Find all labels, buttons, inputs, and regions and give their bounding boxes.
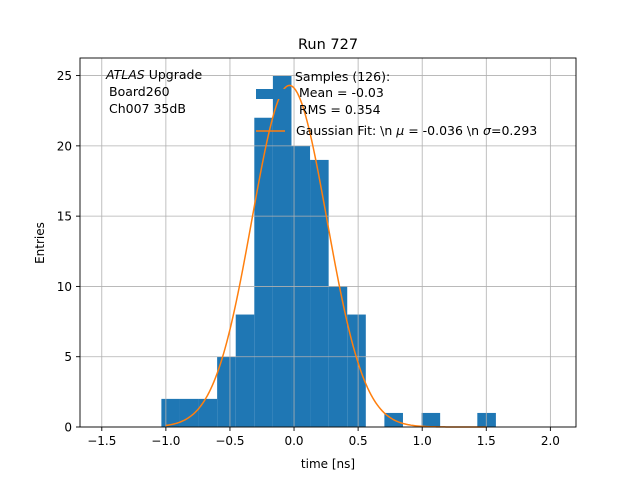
x-tick-label-2: −0.5 — [215, 434, 244, 448]
x-tick-label-4: 0.5 — [349, 434, 368, 448]
y-tick-label-4: 20 — [57, 139, 72, 153]
annotation-board: Board260 — [109, 84, 170, 99]
annotation-atlas-line: ATLAS Upgrade — [105, 67, 202, 82]
y-tick-label-2: 10 — [57, 280, 72, 294]
legend-hist-line-2: Mean = -0.03 — [299, 85, 384, 100]
x-tick-label-5: 1.0 — [413, 434, 432, 448]
histogram-bar-8 — [310, 159, 329, 427]
y-tick-label-5: 25 — [57, 69, 72, 83]
legend-hist-line-1: Samples (126): — [295, 69, 390, 84]
y-tick-label-1: 5 — [64, 350, 72, 364]
x-tick-label-7: 2.0 — [541, 434, 560, 448]
histogram-bar-2 — [198, 398, 218, 427]
x-axis-label: time [ns] — [301, 457, 355, 471]
legend-fit-mu: μ — [395, 123, 404, 138]
annotation-channel: Ch007 35dB — [109, 101, 186, 116]
x-tick-label-1: −1.0 — [151, 434, 180, 448]
annotation-upgrade: Upgrade — [145, 67, 203, 82]
histogram-bar-6 — [272, 75, 292, 428]
y-tick-label-3: 15 — [57, 210, 72, 224]
histogram-bar-1 — [179, 398, 199, 427]
grid-lines — [80, 58, 576, 428]
legend-fit-part-2: = -0.036 \n — [404, 123, 483, 138]
x-tick-label-3: 0.0 — [284, 434, 303, 448]
x-axis-ticks: −1.5 −1.0 −0.5 0.0 0.5 1.0 1.5 2.0 — [87, 427, 560, 448]
x-tick-label-0: −1.5 — [87, 434, 116, 448]
histogram-bar-12 — [421, 412, 441, 427]
legend: Samples (126): Mean = -0.03 RMS = 0.354 … — [256, 69, 537, 138]
histogram-bar-4 — [235, 314, 255, 427]
legend-fit-part-1: Gaussian Fit: \n — [296, 123, 396, 138]
legend-fit-sigma: σ — [483, 123, 492, 138]
y-axis-ticks: 0 5 10 15 20 25 — [57, 69, 80, 435]
chart-title: Run 727 — [298, 37, 358, 53]
y-tick-label-0: 0 — [64, 421, 72, 435]
annotation-atlas-italic: ATLAS — [105, 67, 145, 82]
histogram-bar-5 — [254, 117, 273, 427]
legend-fit-label: Gaussian Fit: \n μ = -0.036 \n σ=0.293 — [296, 123, 537, 138]
legend-fit-part-3: =0.293 — [491, 123, 537, 138]
x-tick-label-6: 1.5 — [477, 434, 496, 448]
axes-frame — [79, 57, 577, 428]
histogram-bar-3 — [217, 356, 236, 427]
legend-hist-swatch — [256, 89, 285, 99]
legend-hist-line-3: RMS = 0.354 — [299, 102, 381, 117]
y-axis-label: Entries — [33, 222, 47, 264]
